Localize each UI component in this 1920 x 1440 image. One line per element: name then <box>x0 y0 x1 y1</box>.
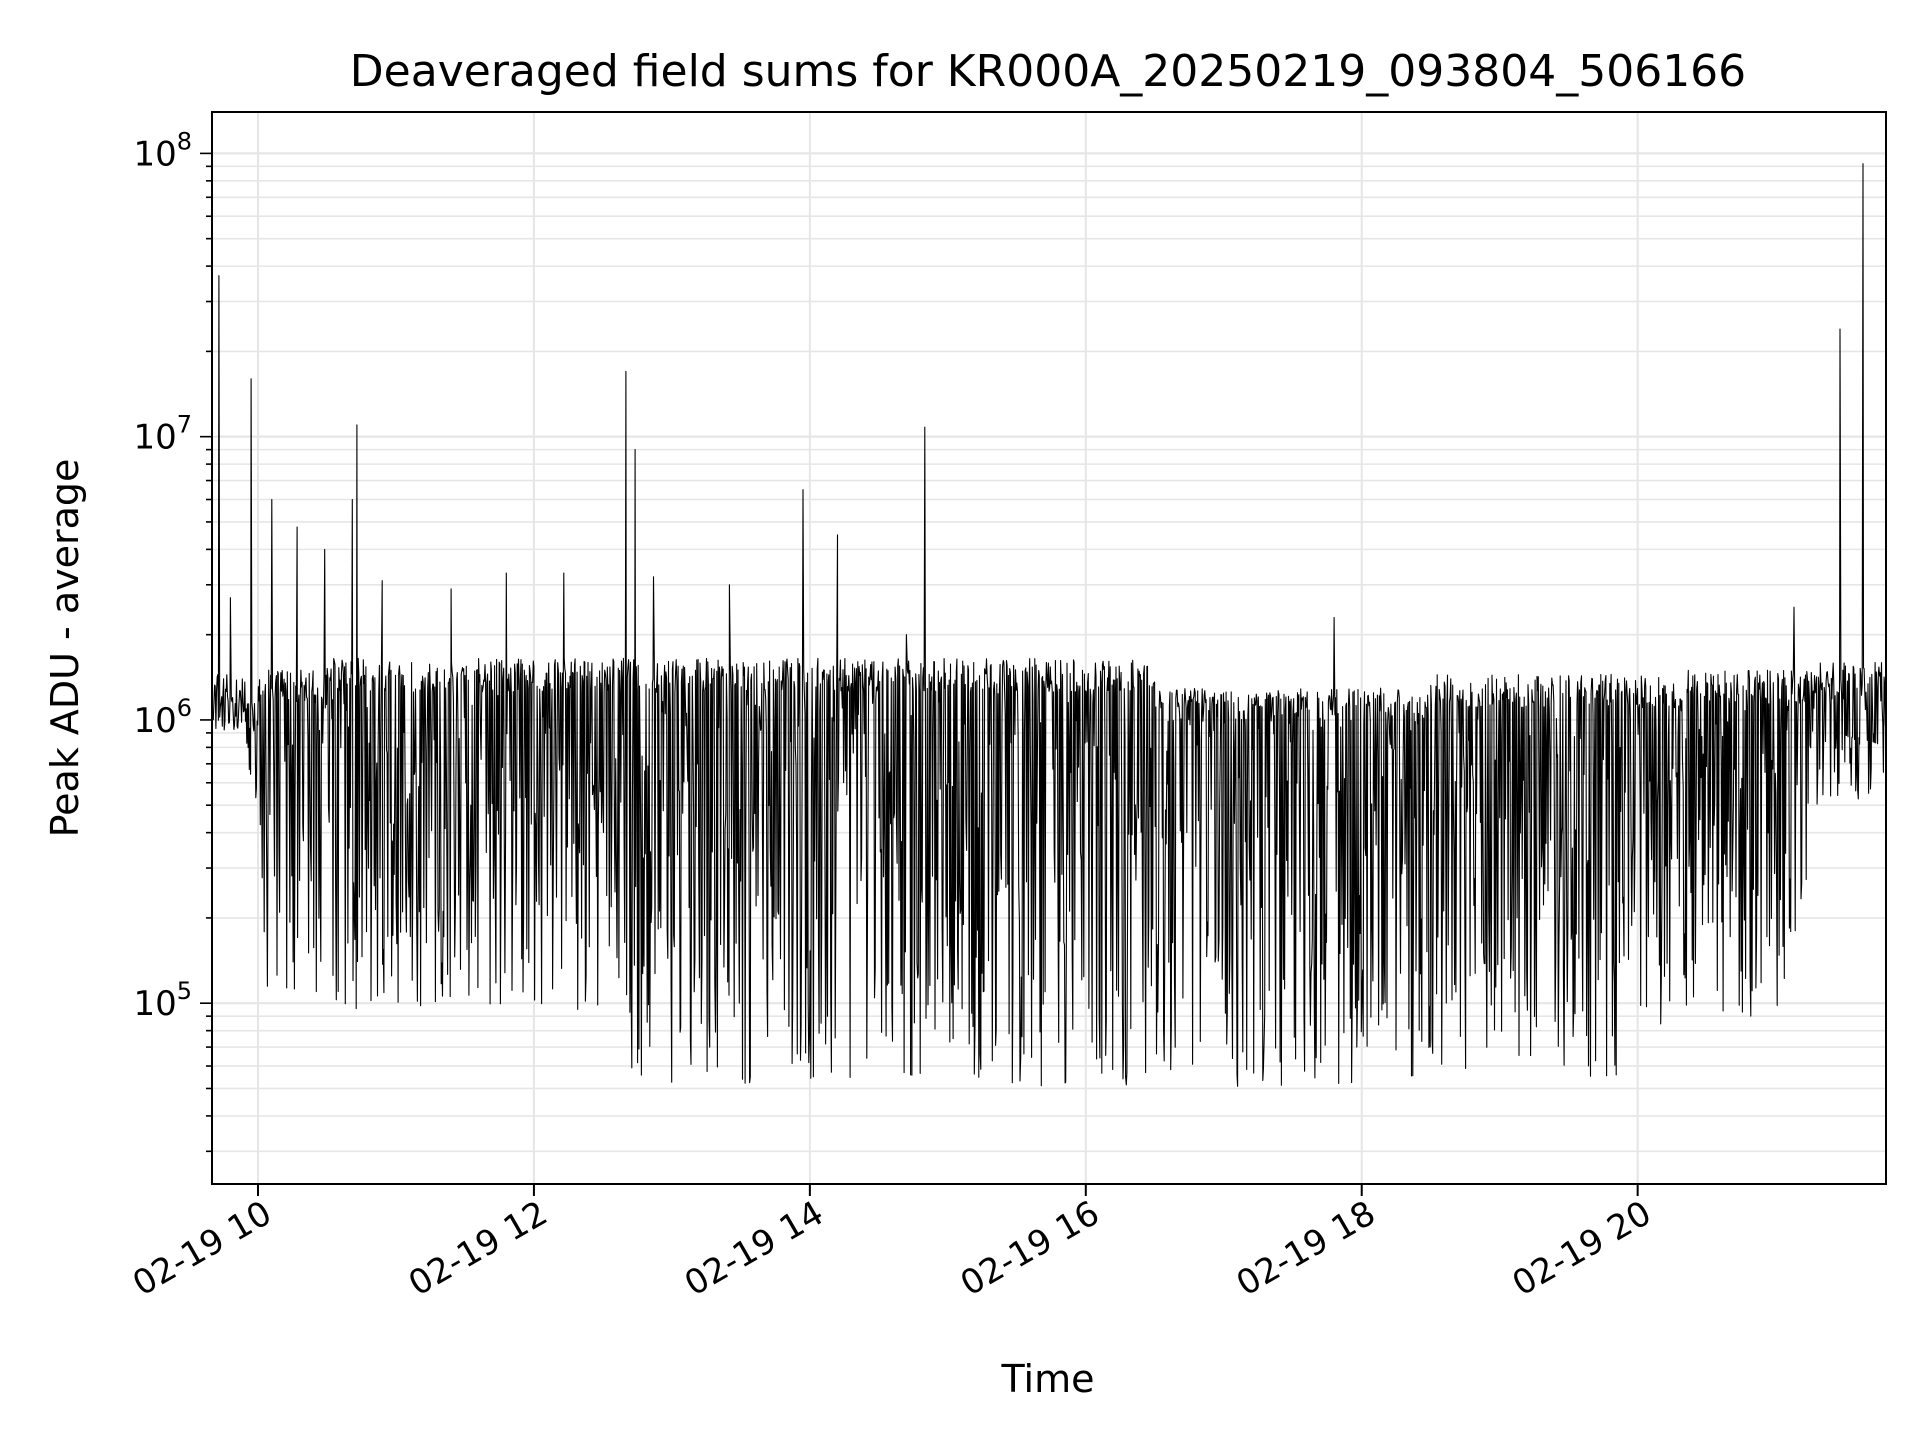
y-tick-label: 108 <box>133 127 192 174</box>
y-tick-label: 107 <box>133 411 192 458</box>
y-tick-label: 106 <box>133 694 192 741</box>
x-axis-label: Time <box>1001 1357 1095 1401</box>
y-axis-label: Peak ADU - average <box>43 459 87 838</box>
y-axis: 105 106 107 108 <box>133 127 212 1153</box>
plot-frame <box>211 111 1887 1185</box>
y-tick-label: 105 <box>133 977 192 1024</box>
data-series <box>211 163 1887 1087</box>
chart-title: Deaveraged field sums for KR000A_2025021… <box>350 46 1746 97</box>
series-line <box>211 163 1887 1087</box>
